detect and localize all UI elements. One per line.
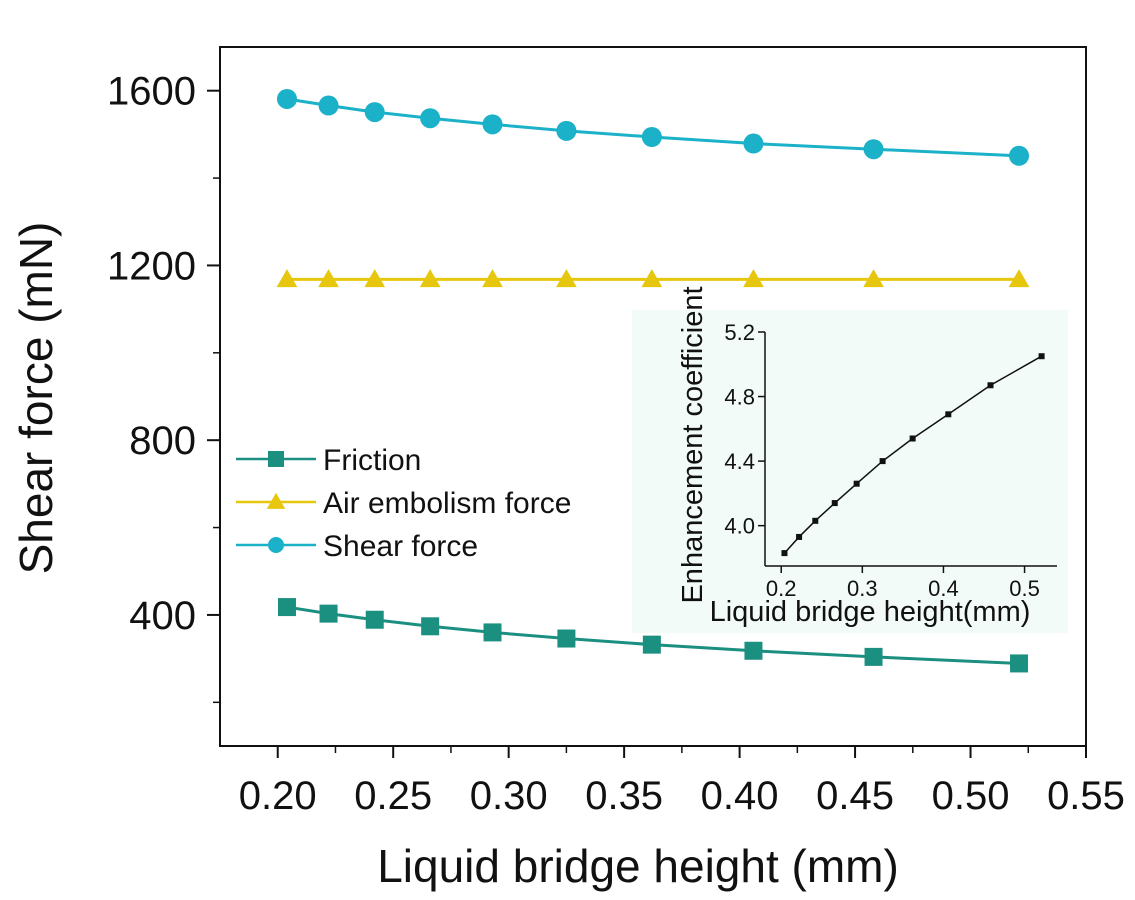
inset-series-line bbox=[783, 355, 1042, 554]
series-2-point bbox=[420, 108, 441, 129]
main-x-tick-label: 0.25 bbox=[354, 774, 432, 818]
inset-series-point bbox=[1038, 353, 1045, 360]
main-y-tick-label: 1600 bbox=[107, 70, 196, 114]
series-1-point bbox=[641, 269, 663, 288]
main-plot-frame bbox=[219, 46, 1087, 747]
inset-series-point bbox=[796, 533, 803, 540]
series-line-0 bbox=[286, 605, 1020, 665]
main-y-tick-label: 400 bbox=[129, 594, 196, 638]
inset-y-tick-label: 4.8 bbox=[724, 385, 755, 410]
inset-y-tick-label: 4.0 bbox=[724, 514, 755, 539]
series-2-point bbox=[743, 133, 764, 154]
series-0-point bbox=[744, 641, 763, 660]
legend-label: Air embolism force bbox=[323, 487, 571, 520]
main-x-tick-label: 0.45 bbox=[816, 774, 894, 818]
series-2-point bbox=[318, 95, 339, 116]
series-2-point bbox=[364, 102, 385, 123]
series-0-point bbox=[1010, 654, 1029, 673]
legend-swatch-marker bbox=[268, 451, 284, 467]
series-2-point bbox=[641, 126, 662, 147]
legend-label: Friction bbox=[323, 444, 421, 477]
inset-y-tick-label: 4.4 bbox=[724, 449, 755, 474]
main-x-tick-label: 0.30 bbox=[470, 774, 548, 818]
inset-plot: 0.2 0.3 0.4 0.5 4.0 4.4 4.8 5.2 bbox=[632, 310, 1068, 633]
inset-x-tick-label: 0.3 bbox=[847, 576, 878, 601]
main-x-tick-label: 0.55 bbox=[1047, 774, 1125, 818]
series-1-point bbox=[276, 269, 298, 288]
inset-series-point bbox=[812, 517, 819, 524]
series-1-point bbox=[863, 269, 884, 288]
inset-x-tick-label: 0.5 bbox=[1009, 576, 1040, 601]
series-2-point bbox=[556, 120, 577, 141]
main-x-tick-label: 0.40 bbox=[701, 774, 779, 818]
inset-series-point bbox=[945, 411, 952, 418]
series-line-2 bbox=[286, 97, 1020, 158]
series-0-point bbox=[864, 647, 883, 666]
inset-y-tick-label: 5.2 bbox=[724, 320, 755, 345]
main-y-axis-title: Shear force (mN) bbox=[10, 222, 62, 575]
series-0-point bbox=[319, 604, 338, 623]
series-1-point bbox=[556, 269, 577, 288]
series-1-point bbox=[364, 269, 386, 288]
legend-swatch-marker bbox=[268, 537, 284, 553]
main-y-tick-label: 800 bbox=[129, 419, 196, 463]
series-1-point bbox=[419, 269, 441, 288]
series-2-point bbox=[863, 139, 884, 160]
inset-series-point bbox=[831, 500, 838, 507]
series-2-point bbox=[276, 88, 297, 109]
series-1-point bbox=[1008, 269, 1030, 288]
main-x-tick-label: 0.35 bbox=[585, 774, 663, 818]
series-0-point bbox=[421, 617, 440, 636]
main-x-axis-title: Liquid bridge height (mm) bbox=[377, 840, 899, 892]
series-0-point bbox=[277, 598, 296, 617]
series-2-point bbox=[1009, 145, 1030, 166]
series-0-point bbox=[557, 629, 576, 648]
series-1-point bbox=[482, 269, 503, 288]
series-0-point bbox=[365, 610, 384, 629]
inset-x-axis-title: Liquid bridge height(mm) bbox=[710, 596, 1031, 628]
series-2-point bbox=[482, 114, 503, 135]
main-x-tick-label: 0.50 bbox=[932, 774, 1010, 818]
main-plot: 0.20 0.25 0.30 0.35 0.40 0.45 0.50 0.55 400 800 12… bbox=[107, 46, 1125, 818]
inset-series-point bbox=[909, 435, 916, 442]
inset-x-tick-label: 0.4 bbox=[928, 576, 959, 601]
main-y-tick-label: 1200 bbox=[107, 244, 196, 288]
inset-background bbox=[632, 310, 1068, 633]
inset-series-point bbox=[781, 550, 788, 557]
series-1-point bbox=[743, 269, 764, 288]
inset-series-point bbox=[853, 480, 860, 487]
inset-series-point bbox=[879, 458, 886, 465]
inset-y-axis-title: Enhancement coefficient bbox=[677, 286, 709, 603]
legend-label: Shear force bbox=[323, 530, 478, 563]
series-1-point bbox=[318, 269, 339, 288]
main-x-tick-label: 0.20 bbox=[239, 774, 317, 818]
inset-x-tick-label: 0.2 bbox=[766, 576, 797, 601]
inset-series-point bbox=[987, 382, 994, 389]
legend-swatch-marker bbox=[266, 492, 286, 509]
series-0-point bbox=[483, 623, 502, 642]
series-0-point bbox=[642, 635, 661, 654]
